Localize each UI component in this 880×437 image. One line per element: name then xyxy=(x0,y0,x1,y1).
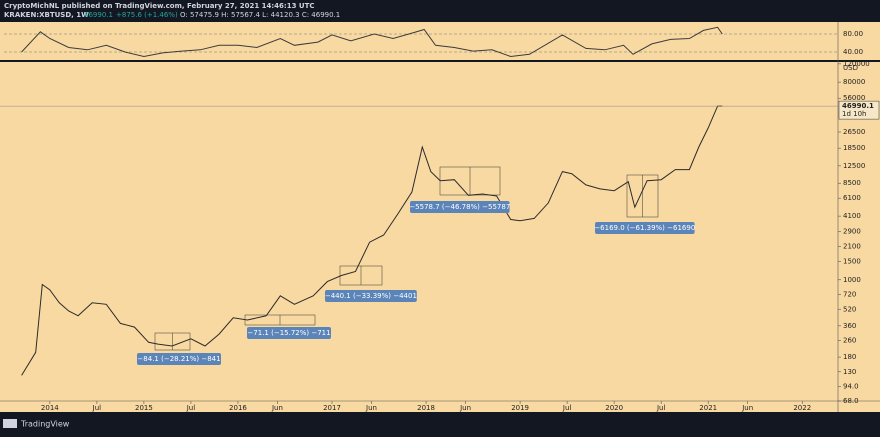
y-tick-label: 260 xyxy=(843,337,856,345)
y-tick-label: 2100 xyxy=(843,242,861,250)
y-tick-label: 80.00 xyxy=(843,30,863,38)
y-tick-label: 1500 xyxy=(843,257,861,265)
y-tick-label: 40.00 xyxy=(843,48,863,56)
x-tick-label: Jun xyxy=(741,404,753,412)
y-tick-label: 6100 xyxy=(843,194,861,202)
x-tick-label: Jul xyxy=(92,404,102,412)
y-tick-label: 520 xyxy=(843,305,856,313)
currency: USD xyxy=(843,64,858,72)
y-tick-label: 56000 xyxy=(843,94,865,102)
x-tick-label: 2020 xyxy=(605,404,623,412)
x-tick-label: Jun xyxy=(459,404,471,412)
x-tick-label: Jun xyxy=(271,404,283,412)
x-tick-label: Jul xyxy=(656,404,666,412)
y-tick-label: 360 xyxy=(843,322,856,330)
annotation-box xyxy=(595,222,695,234)
x-tick-label: 2017 xyxy=(323,404,341,412)
x-tick-label: Jul xyxy=(186,404,196,412)
y-tick-label: 68.0 xyxy=(843,397,859,405)
annotation: −84.1 (−28.21%) −841 xyxy=(137,355,220,363)
y-tick-label: 80000 xyxy=(843,78,865,86)
annotation-box xyxy=(137,353,221,365)
last-price-box xyxy=(838,100,880,120)
x-tick-label: 2014 xyxy=(41,404,59,412)
y-tick-label: 180 xyxy=(843,353,856,361)
publisher: CryptoMichNL published on TradingView.co… xyxy=(4,2,315,10)
y-tick-label: 4100 xyxy=(843,212,861,220)
y-tick-label: 94.0 xyxy=(843,382,859,390)
y-tick-label: 26500 xyxy=(843,128,865,136)
annotation: −71.1 (−15.72%) −711 xyxy=(247,329,330,337)
annotation: −440.1 (−33.39%) −4401 xyxy=(325,292,417,300)
change: +875.6 (+1.46%) xyxy=(116,11,178,19)
x-tick-label: 2022 xyxy=(793,404,811,412)
y-tick-label: 120000 xyxy=(843,60,870,68)
x-tick-label: 2021 xyxy=(699,404,717,412)
x-tick-label: 2016 xyxy=(229,404,247,412)
y-tick-label: 2900 xyxy=(843,228,861,236)
y-tick-label: 720 xyxy=(843,291,856,299)
brand: TradingView xyxy=(20,420,70,429)
last-price: 46990.1 xyxy=(84,11,113,19)
countdown: 1d 10h xyxy=(842,110,866,118)
logo xyxy=(3,419,17,428)
annotation-box xyxy=(410,201,510,213)
rsi-line xyxy=(21,26,723,58)
last-price-label: 46990.1 xyxy=(842,102,874,110)
x-tick-label: Jul xyxy=(562,404,572,412)
y-tick-label: 18500 xyxy=(843,144,865,152)
annotation: −5578.7 (−46.78%) −55787 xyxy=(409,203,510,211)
x-tick-label: 2018 xyxy=(417,404,435,412)
x-tick-label: 2015 xyxy=(135,404,153,412)
y-tick-label: 12500 xyxy=(843,162,865,170)
annotation-box xyxy=(247,327,331,339)
x-tick-label: 2019 xyxy=(511,404,529,412)
x-tick-label: Jun xyxy=(365,404,377,412)
price-line xyxy=(21,105,723,376)
annotation-box xyxy=(325,290,417,302)
y-tick-label: 1000 xyxy=(843,276,861,284)
annotation: −6169.0 (−61.39%) −61690 xyxy=(594,224,695,232)
ohlc: O: 57475.9 H: 57567.4 L: 44120.3 C: 4699… xyxy=(180,11,340,19)
chart-background xyxy=(0,22,880,412)
y-tick-label: 8500 xyxy=(843,179,861,187)
symbol: KRAKEN:XBTUSD, 1W xyxy=(4,11,89,19)
footer: TradingView xyxy=(3,419,70,429)
y-tick-label: 130 xyxy=(843,368,856,376)
